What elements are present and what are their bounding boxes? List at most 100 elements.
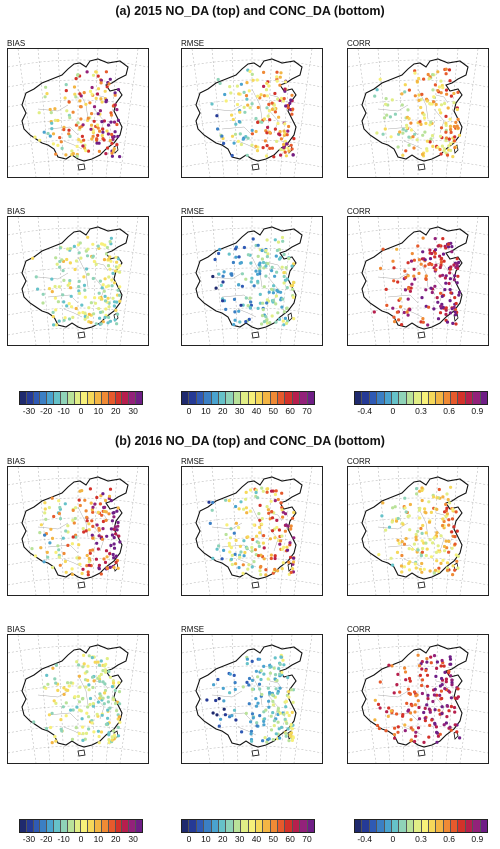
- station-dot: [432, 100, 436, 104]
- station-dot: [217, 544, 221, 548]
- map-svg: [182, 49, 322, 177]
- longitude-line: [119, 467, 139, 595]
- station-dot: [423, 130, 427, 134]
- station-dot: [383, 127, 387, 131]
- station-dot: [237, 309, 241, 313]
- station-dot: [104, 549, 109, 553]
- station-dot: [436, 544, 440, 548]
- station-dot: [248, 488, 253, 492]
- station-dot: [78, 241, 82, 245]
- station-dot: [403, 723, 407, 727]
- graticule: [182, 467, 322, 595]
- colorbar-swatch: [480, 820, 488, 832]
- station-dot: [92, 730, 96, 734]
- graticule: [8, 635, 148, 763]
- station-dot: [34, 275, 38, 279]
- map-2015-concda-bias: [7, 216, 149, 346]
- station-dot: [224, 307, 228, 311]
- station-dot: [457, 133, 462, 137]
- station-dot: [271, 703, 275, 707]
- station-dot: [116, 88, 121, 92]
- station-dot: [265, 94, 269, 98]
- station-dot: [451, 507, 455, 512]
- latitude-line: [8, 247, 148, 256]
- station-dot: [51, 565, 55, 570]
- station-dot: [427, 520, 432, 524]
- station-dot: [440, 658, 444, 663]
- colorbar-tick-label: 0.3: [415, 834, 427, 844]
- station-dot: [404, 275, 408, 280]
- station-dot: [292, 556, 296, 560]
- station-dot: [433, 687, 437, 691]
- station-dot: [393, 505, 397, 509]
- station-dot: [420, 498, 424, 503]
- station-dot: [43, 507, 47, 511]
- station-dot: [58, 563, 62, 567]
- station-dot: [428, 102, 433, 106]
- station-dot: [99, 672, 103, 676]
- colorbar-swatch: [292, 392, 301, 404]
- station-dot: [104, 518, 108, 522]
- station-dot: [239, 142, 243, 147]
- station-dot: [239, 550, 243, 554]
- station-dot: [87, 715, 91, 719]
- station-dot: [285, 306, 289, 310]
- station-dot: [386, 714, 390, 718]
- station-dot: [247, 676, 252, 681]
- station-dot: [92, 259, 96, 264]
- station-dot: [456, 117, 460, 121]
- station-dot: [455, 107, 459, 112]
- station-dot: [57, 285, 61, 289]
- station-dot: [415, 138, 419, 142]
- station-dot: [444, 312, 448, 316]
- station-dot: [289, 143, 293, 147]
- colorbar-tick-label: -10: [57, 834, 70, 844]
- station-dot: [63, 316, 67, 320]
- station-dot: [229, 527, 233, 531]
- station-dot: [82, 275, 86, 279]
- station-dot: [62, 318, 66, 322]
- station-dot: [239, 82, 243, 86]
- station-dot: [82, 662, 86, 666]
- station-dot: [406, 274, 410, 278]
- station-dot: [244, 94, 249, 98]
- station-dot: [113, 91, 117, 95]
- latitude-line: [8, 685, 148, 694]
- station-dot: [105, 566, 109, 570]
- latitude-line: [182, 745, 322, 754]
- longitude-line: [377, 635, 391, 763]
- station-dot: [424, 288, 428, 292]
- station-dot: [92, 119, 96, 123]
- station-dot: [394, 519, 399, 523]
- station-dot: [421, 133, 425, 137]
- station-dot: [44, 686, 48, 690]
- station-dot: [273, 556, 277, 561]
- station-dot: [116, 725, 120, 729]
- station-dot: [426, 72, 430, 77]
- longitude-line: [191, 635, 211, 763]
- colorbar-swatch: [40, 820, 48, 832]
- station-dot: [279, 71, 283, 75]
- station-dot: [104, 252, 109, 256]
- station-dot: [66, 543, 70, 547]
- station-dot: [260, 257, 264, 261]
- station-dot: [277, 667, 281, 671]
- colorbar-swatch: [182, 820, 190, 832]
- latitude-line: [348, 517, 488, 526]
- station-dot: [98, 279, 102, 283]
- station-dot: [278, 736, 282, 740]
- station-dot: [222, 548, 226, 552]
- station-dot: [54, 308, 58, 312]
- station-dot: [440, 676, 444, 681]
- colorbar-swatch: [292, 820, 301, 832]
- station-dot: [56, 544, 60, 548]
- station-dot: [450, 678, 454, 682]
- latitude-line: [348, 705, 488, 714]
- longitude-line: [377, 467, 391, 595]
- station-dot: [400, 103, 404, 107]
- station-dot: [276, 311, 280, 315]
- station-dot: [102, 509, 107, 513]
- latitude-line: [348, 327, 488, 336]
- colorbar-swatch: [67, 820, 75, 832]
- longitude-line: [459, 467, 479, 595]
